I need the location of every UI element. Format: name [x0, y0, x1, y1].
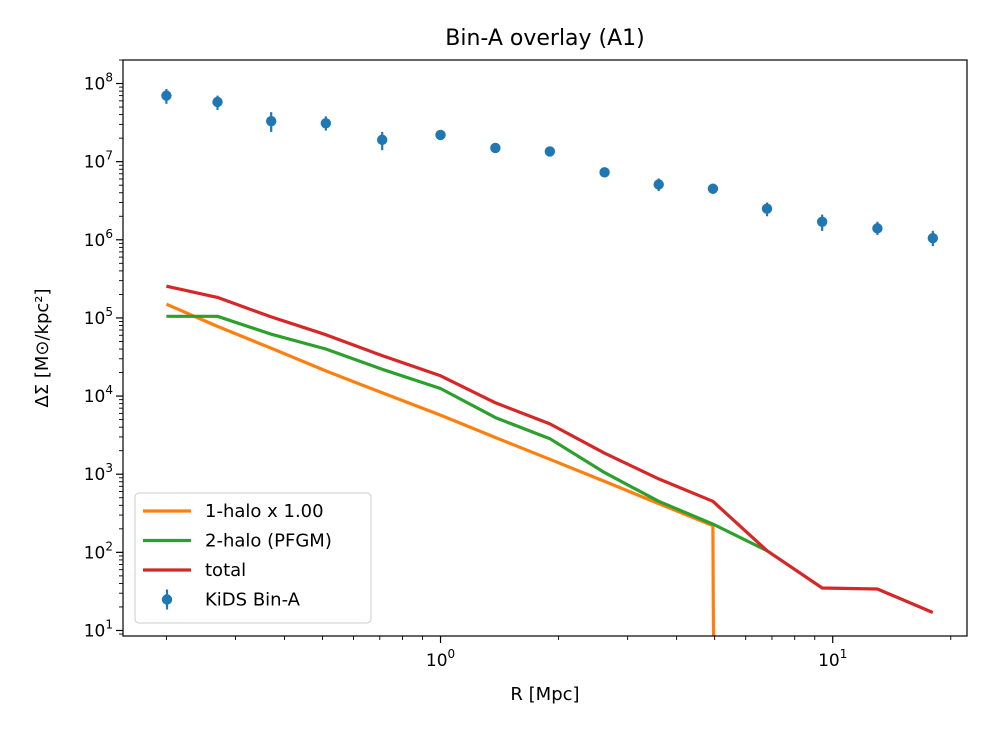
legend-label: 2-halo (PFGM)	[205, 531, 332, 552]
legend-marker-swatch	[161, 594, 173, 605]
data-point	[927, 232, 939, 244]
data-point	[435, 129, 446, 141]
data-point	[872, 223, 883, 234]
data-point	[707, 183, 719, 194]
series-2-halo-pfgm-line	[166, 314, 768, 553]
data-point	[816, 216, 828, 227]
data-point	[599, 167, 610, 178]
legend-label: 1-halo x 1.00	[205, 501, 324, 522]
y-tick-label: 106	[84, 227, 113, 251]
legend-label: total	[205, 560, 246, 581]
x-axis-label: R [Mpc]	[510, 684, 579, 705]
data-point	[653, 179, 664, 190]
series-layer	[161, 89, 939, 636]
data-point	[544, 146, 556, 157]
data-point	[377, 134, 388, 146]
chart-title: Bin-A overlay (A1)	[445, 26, 645, 51]
data-point	[212, 96, 223, 108]
data-point	[320, 118, 332, 129]
data-point	[265, 115, 277, 127]
plot-frame	[122, 59, 968, 637]
series-total-line	[166, 284, 934, 614]
data-point	[761, 203, 773, 214]
data-point	[161, 90, 172, 101]
legend: 1-halo x 1.00 2-halo (PFGM) total KiDS Bin-…	[134, 492, 372, 624]
data-point	[490, 142, 501, 154]
legend-label: KiDS Bin-A	[205, 590, 301, 611]
y-axis-label: ΔΣ [M⊙/kpc²]	[32, 288, 53, 407]
legend-box	[134, 492, 372, 624]
